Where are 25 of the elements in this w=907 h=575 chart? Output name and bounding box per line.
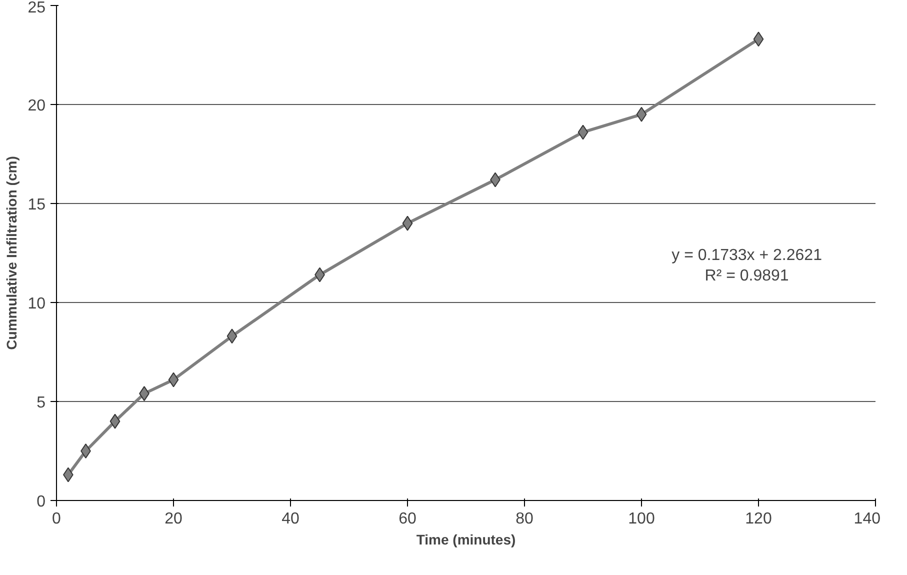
y-tick-label: 5	[36, 394, 46, 412]
point	[578, 124, 588, 140]
x-tick-label: 80	[516, 510, 534, 528]
annotation: y = 0.1733x + 2.2621 R² = 0.9891	[672, 247, 822, 284]
x-tick-label: 40	[282, 510, 300, 528]
point	[402, 216, 413, 231]
y-tick-label: 10	[28, 296, 46, 312]
y-tick-label: 25	[28, 0, 46, 16]
point	[80, 444, 91, 458]
y-axis-title: Cummulative Infiltration (cm)	[4, 156, 20, 350]
point	[636, 106, 647, 122]
point	[226, 328, 238, 344]
x-tick-label: 0	[52, 510, 62, 528]
x-tick-label: 140	[854, 510, 881, 528]
x-axis-title: Time (minutes)	[416, 532, 516, 548]
y-tick-label: 0	[36, 494, 46, 510]
x-tick-label: 60	[398, 510, 416, 528]
point	[110, 414, 120, 429]
x-tick-label: 100	[628, 510, 655, 528]
x-tick-label: 120	[745, 510, 772, 528]
x-tick-label: 20	[164, 510, 182, 528]
point	[168, 372, 179, 388]
y-tick-label: 20	[28, 98, 46, 114]
y-tick-label: 15	[28, 196, 46, 214]
point	[753, 32, 764, 47]
